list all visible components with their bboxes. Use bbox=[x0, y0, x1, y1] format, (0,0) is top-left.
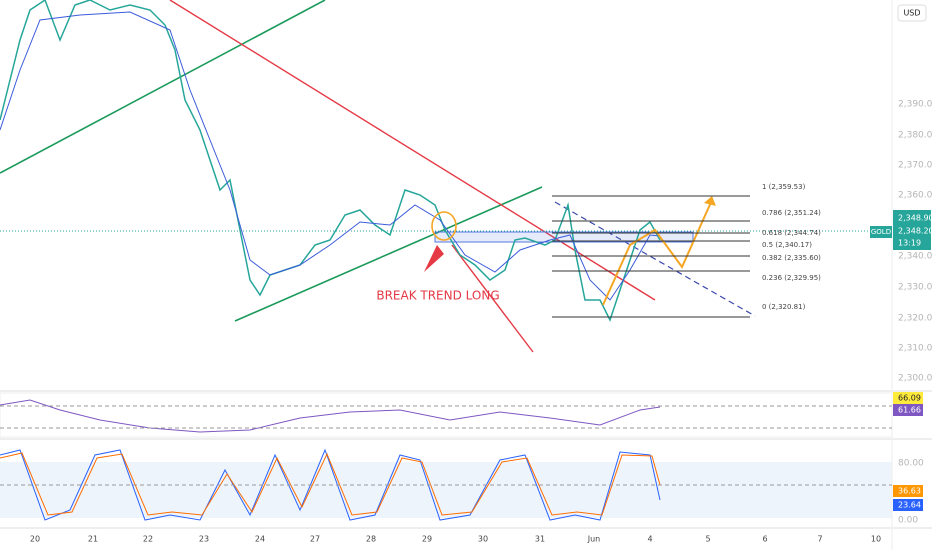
arrow bbox=[424, 245, 444, 272]
stoch-tag bbox=[893, 499, 923, 511]
time-label: 5 bbox=[705, 535, 710, 544]
countdown: 13:19 bbox=[898, 239, 921, 248]
fib-label: 0.236 (2,329.95) bbox=[762, 274, 821, 282]
symbol-tag bbox=[870, 226, 892, 238]
price-label: 2,330.00 bbox=[898, 283, 932, 293]
fib-label: 0.5 (2,340.17) bbox=[762, 241, 812, 249]
time-label: 28 bbox=[366, 535, 376, 544]
price-label: 2,380.00 bbox=[898, 131, 932, 141]
trend-line bbox=[169, 0, 656, 301]
time-label: 30 bbox=[478, 535, 488, 544]
rsi-tag bbox=[893, 392, 923, 404]
rsi-value: 66.09 bbox=[898, 394, 921, 403]
price-series bbox=[0, 0, 661, 322]
rsi-pane bbox=[0, 392, 893, 438]
price-last: 2,348.20 bbox=[898, 227, 932, 236]
fib-label: 1 (2,359.53) bbox=[762, 183, 806, 191]
time-label: 31 bbox=[535, 535, 545, 544]
price-label: 2,390.00 bbox=[898, 100, 932, 110]
stoch-value: 36.63 bbox=[898, 487, 921, 496]
stoch-value: 23.64 bbox=[898, 501, 921, 510]
price-label: 2,310.00 bbox=[898, 344, 932, 354]
symbol: GOLD bbox=[871, 228, 891, 236]
trend-line bbox=[451, 244, 534, 353]
price-label: 2,300.00 bbox=[898, 374, 932, 384]
time-label: 21 bbox=[88, 535, 98, 544]
moving-average bbox=[0, 11, 661, 301]
dashed-channel bbox=[554, 201, 756, 317]
stoch-band bbox=[0, 462, 892, 518]
time-label: 24 bbox=[255, 535, 265, 544]
rsi-line bbox=[0, 399, 661, 433]
time-label: 10 bbox=[871, 535, 881, 544]
stoch-axis-label: 0.00 bbox=[898, 516, 918, 526]
time-label: 4 bbox=[647, 535, 652, 544]
price-label: 2,340.00 bbox=[898, 252, 932, 262]
price-high: 2,348.90 bbox=[898, 214, 932, 223]
time-label: 29 bbox=[422, 535, 432, 544]
fib-label: 0 (2,320.81) bbox=[762, 303, 806, 311]
projection-path bbox=[602, 199, 713, 306]
price-label: 2,320.00 bbox=[898, 314, 932, 324]
stoch-axis-label: 80.00 bbox=[898, 459, 924, 469]
time-label: 27 bbox=[310, 535, 320, 544]
price-label: 2,360.00 bbox=[898, 191, 932, 201]
time-label: Jun bbox=[587, 535, 601, 544]
currency-button[interactable] bbox=[897, 4, 927, 22]
fib-label: 0.382 (2,335.60) bbox=[762, 254, 821, 262]
fib-label: 0.618 (2,344.74) bbox=[762, 229, 821, 237]
highlight-circle bbox=[431, 211, 457, 241]
price-label: 2,370.00 bbox=[898, 161, 932, 171]
time-label: 23 bbox=[199, 535, 209, 544]
time-label: 20 bbox=[30, 535, 40, 544]
annotation: BREAK TREND LONG bbox=[376, 289, 499, 303]
time-label: 22 bbox=[143, 535, 153, 544]
rsi-tag bbox=[893, 404, 923, 416]
fib-label: 0.786 (2,351.24) bbox=[762, 209, 821, 217]
arrow-head bbox=[704, 196, 716, 206]
rsi-value: 61.66 bbox=[898, 406, 921, 415]
price-tag bbox=[893, 210, 931, 250]
trend-line bbox=[0, 0, 326, 174]
time-label: 7 bbox=[817, 535, 822, 544]
time-label: 6 bbox=[762, 535, 767, 544]
trend-line bbox=[234, 186, 543, 322]
currency[interactable]: USD bbox=[903, 9, 920, 18]
stoch-tag bbox=[893, 485, 923, 497]
